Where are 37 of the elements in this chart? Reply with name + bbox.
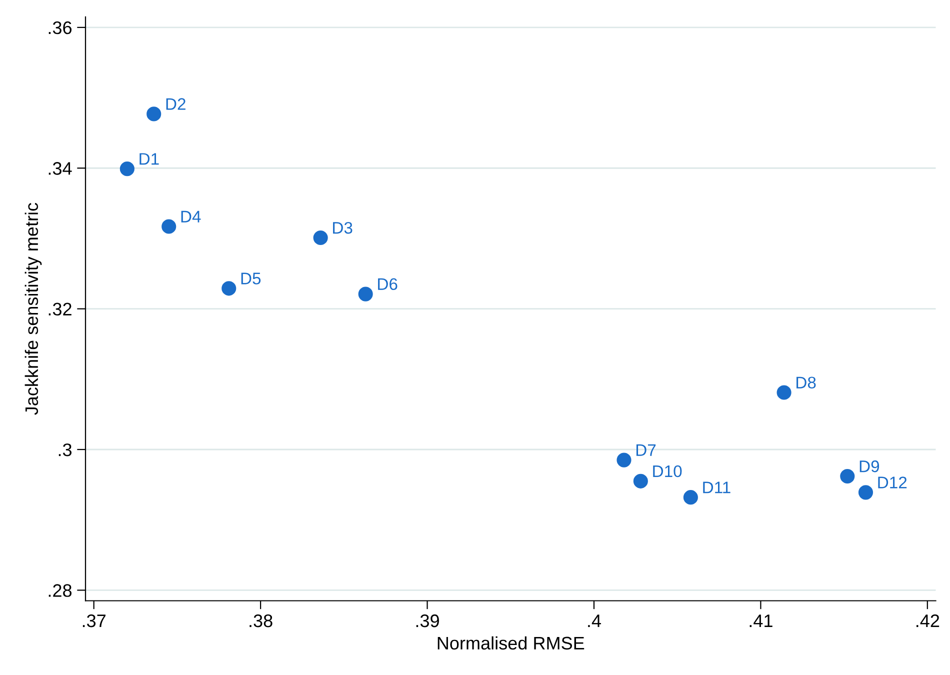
point <box>162 219 176 234</box>
annotation: D9 <box>860 460 880 472</box>
y-tick-label: .36 <box>48 21 72 34</box>
point <box>313 230 328 246</box>
annotation: D4 <box>181 210 201 222</box>
annotation: D6 <box>378 278 398 290</box>
point <box>222 281 236 296</box>
point <box>840 468 855 484</box>
annotation: D5 <box>241 272 261 284</box>
y-axis-title: Jackknife sensitivity metric <box>24 202 42 415</box>
point <box>683 490 698 505</box>
y-tick-label: .28 <box>48 584 72 597</box>
x-tick-label: .41 <box>750 614 772 628</box>
x-tick-label: .39 <box>416 614 439 628</box>
point <box>776 385 792 400</box>
y-tick-label: .32 <box>48 302 72 316</box>
x-tick-label: .42 <box>916 614 940 628</box>
annotation: D7 <box>636 444 656 456</box>
x-tick-label: .38 <box>250 614 272 628</box>
annotation: D12 <box>878 476 907 488</box>
x-tick-label: .4 <box>588 614 601 628</box>
point <box>633 474 648 488</box>
point <box>858 485 874 500</box>
annotation: D1 <box>140 153 159 165</box>
x-tick-label: .37 <box>82 614 106 628</box>
point <box>146 106 162 122</box>
y-tick-label: .34 <box>48 162 72 175</box>
point <box>120 162 134 176</box>
y-tick-label: .3 <box>58 443 72 456</box>
annotation: D8 <box>796 376 816 389</box>
annotation: D3 <box>333 222 352 234</box>
point <box>358 286 373 302</box>
annotation: D10 <box>653 465 682 478</box>
x-axis-title: Normalised RMSE <box>438 636 584 650</box>
annotation: D11 <box>703 482 730 494</box>
point <box>616 452 632 468</box>
annotation: D2 <box>166 98 186 110</box>
